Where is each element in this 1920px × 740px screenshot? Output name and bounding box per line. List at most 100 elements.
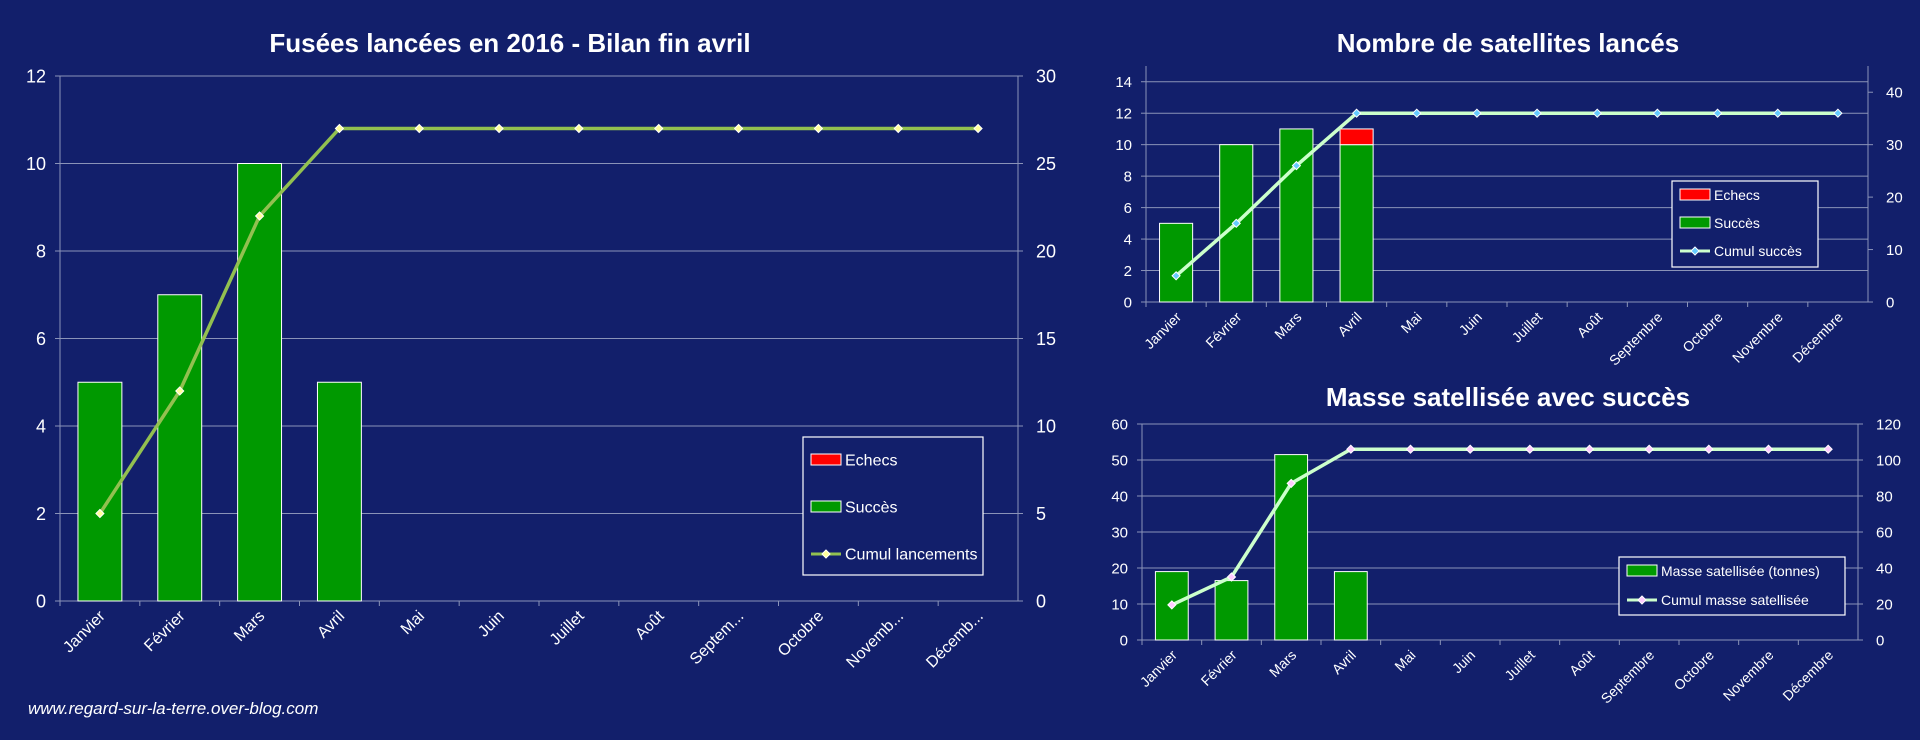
y-tick-label: 40 bbox=[1111, 488, 1128, 505]
y2-tick-label: 80 bbox=[1876, 488, 1893, 505]
y-tick-label: 2 bbox=[36, 504, 46, 524]
y2-tick-label: 10 bbox=[1886, 242, 1903, 259]
chart-title: Masse satellisée avec succès bbox=[1326, 382, 1690, 412]
line-marker bbox=[95, 508, 105, 519]
cumulative-line bbox=[98, 126, 979, 515]
y-tick-label: 4 bbox=[36, 416, 46, 436]
cumulative-line bbox=[1171, 447, 1829, 607]
line-marker bbox=[1346, 444, 1356, 454]
y2-tick-label: 0 bbox=[1036, 591, 1046, 611]
y-tick-label: 12 bbox=[1115, 105, 1132, 122]
line-marker bbox=[1171, 271, 1181, 281]
line-marker bbox=[1592, 108, 1602, 118]
legend-swatch bbox=[810, 453, 842, 466]
line-marker bbox=[1351, 108, 1362, 118]
legend-swatch bbox=[810, 500, 842, 513]
line-marker bbox=[1405, 444, 1416, 454]
y2-tick-label: 10 bbox=[1036, 416, 1056, 436]
line-marker bbox=[733, 123, 744, 134]
y-tick-label: 50 bbox=[1111, 452, 1128, 469]
y-tick-label: 10 bbox=[1115, 137, 1132, 154]
y2-tick-label: 0 bbox=[1886, 294, 1894, 311]
legend-label: Echecs bbox=[845, 453, 897, 470]
y2-tick-label: 100 bbox=[1876, 452, 1901, 469]
y-tick-label: 60 bbox=[1111, 416, 1128, 433]
legend-label: Echecs bbox=[1714, 187, 1760, 203]
y2-tick-label: 120 bbox=[1876, 416, 1901, 433]
line-marker bbox=[494, 123, 504, 134]
y2-tick-label: 30 bbox=[1886, 137, 1903, 154]
bar-success bbox=[1159, 222, 1194, 303]
line-marker bbox=[1532, 108, 1542, 118]
line-marker bbox=[813, 123, 824, 134]
y2-tick-label: 20 bbox=[1876, 596, 1893, 613]
y2-tick-label: 0 bbox=[1876, 632, 1884, 649]
line-marker bbox=[334, 123, 345, 134]
y2-tick-label: 40 bbox=[1876, 560, 1893, 577]
line-marker bbox=[254, 211, 265, 221]
line-marker bbox=[1704, 444, 1714, 454]
y-tick-label: 10 bbox=[26, 154, 46, 174]
y2-tick-label: 5 bbox=[1036, 504, 1046, 524]
legend-swatch bbox=[1679, 188, 1711, 201]
y-tick-label: 8 bbox=[36, 241, 46, 261]
y-tick-label: 14 bbox=[1115, 74, 1132, 91]
legend-marker bbox=[1637, 595, 1647, 605]
y-tick-label: 0 bbox=[1120, 632, 1128, 649]
bar-success bbox=[157, 294, 203, 602]
line-marker bbox=[654, 123, 664, 134]
line-marker bbox=[574, 123, 584, 134]
line-marker bbox=[1286, 478, 1296, 489]
y-tick-label: 6 bbox=[1124, 200, 1132, 217]
legend-label: Succès bbox=[845, 500, 897, 517]
line-marker bbox=[1833, 108, 1843, 118]
y2-tick-label: 20 bbox=[1036, 241, 1056, 261]
legend-marker bbox=[821, 549, 831, 559]
legend-swatch bbox=[1626, 564, 1658, 577]
legend-swatch bbox=[1679, 216, 1711, 229]
legend-label: Cumul masse satellisée bbox=[1661, 592, 1809, 608]
bar-success bbox=[237, 163, 283, 602]
y-tick-label: 10 bbox=[1111, 596, 1128, 613]
line-marker bbox=[893, 123, 903, 134]
y2-tick-label: 60 bbox=[1876, 524, 1893, 541]
chart-title: Nombre de satellites lancés bbox=[1337, 28, 1679, 58]
legend-label: Cumul succès bbox=[1714, 243, 1802, 259]
bar-failure bbox=[1339, 128, 1374, 146]
line-marker bbox=[1472, 108, 1482, 118]
legend-label: Cumul lancements bbox=[845, 547, 978, 564]
chart-title: Fusées lancées en 2016 - Bilan fin avril bbox=[269, 28, 750, 58]
y-tick-label: 2 bbox=[1124, 263, 1132, 280]
line-marker bbox=[1465, 444, 1475, 454]
y2-tick-label: 20 bbox=[1886, 189, 1903, 206]
y-tick-label: 6 bbox=[36, 329, 46, 349]
y2-tick-label: 30 bbox=[1036, 66, 1056, 86]
bar-success bbox=[1214, 580, 1249, 641]
line-marker bbox=[1584, 444, 1595, 454]
y-tick-label: 4 bbox=[1124, 231, 1132, 248]
line-marker bbox=[414, 123, 424, 134]
y-tick-label: 0 bbox=[36, 591, 46, 611]
line-marker bbox=[1763, 444, 1774, 454]
footer-url: www.regard-sur-la-terre.over-blog.com bbox=[28, 699, 319, 718]
y-tick-label: 0 bbox=[1124, 294, 1132, 311]
legend-label: Succès bbox=[1714, 215, 1760, 231]
y-tick-label: 8 bbox=[1124, 168, 1132, 185]
line-marker bbox=[1231, 218, 1241, 229]
y-tick-label: 30 bbox=[1111, 524, 1128, 541]
bar-success bbox=[1333, 571, 1368, 641]
line-marker bbox=[1712, 108, 1723, 118]
line-marker bbox=[1291, 160, 1302, 171]
bar-success bbox=[316, 381, 362, 602]
line-marker bbox=[973, 123, 983, 134]
line-marker bbox=[175, 386, 185, 396]
y2-tick-label: 25 bbox=[1036, 154, 1056, 174]
line-marker bbox=[1773, 108, 1783, 118]
y2-tick-label: 40 bbox=[1886, 84, 1903, 101]
line-marker bbox=[1167, 600, 1177, 610]
legend-marker bbox=[1690, 246, 1700, 256]
y-tick-label: 20 bbox=[1111, 560, 1128, 577]
line-marker bbox=[1525, 444, 1535, 454]
